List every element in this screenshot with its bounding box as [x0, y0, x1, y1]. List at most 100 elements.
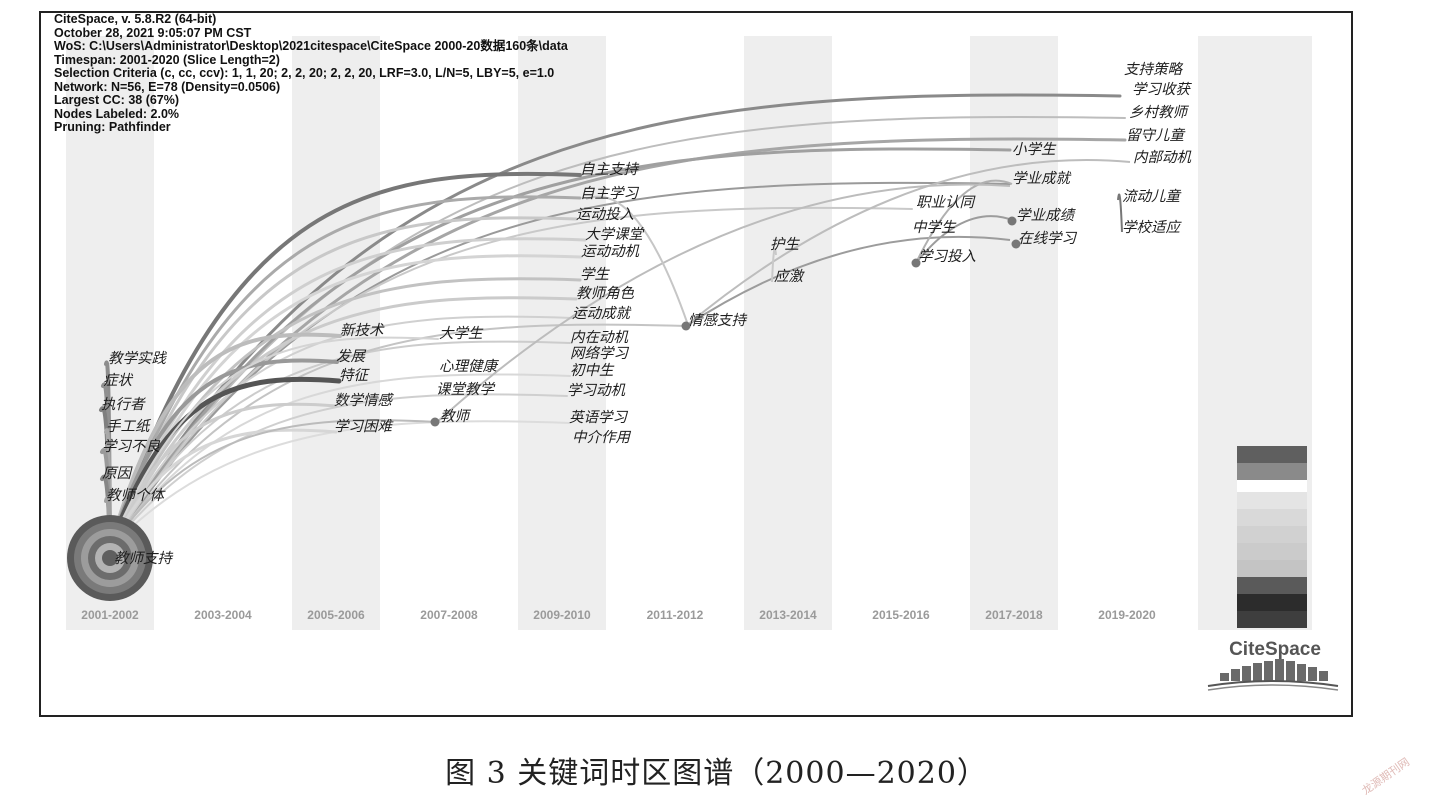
hub-node-教师支持	[67, 515, 153, 601]
keyword-label-21: 运动动机	[581, 243, 639, 260]
logo-base-curve	[1207, 680, 1339, 687]
logo-bar-9	[1319, 671, 1328, 681]
link-curve-22	[108, 402, 338, 550]
keyword-label-24: 运动成就	[572, 305, 631, 322]
logo-bars-icon	[1220, 659, 1328, 681]
keyword-label-27: 初中生	[570, 362, 615, 379]
keyword-label-1: 教学实践	[108, 350, 167, 367]
legend-swatch-7	[1237, 560, 1307, 577]
link-curve-4	[109, 181, 1011, 549]
keyword-label-23: 教师角色	[576, 285, 634, 302]
keyword-label-5: 学习不良	[102, 438, 160, 455]
slice-labels: 2001-2002 2003-2004 2005-2006 2007-2008 2009…	[81, 608, 1156, 622]
keyword-label-15: 课堂教学	[436, 381, 495, 398]
logo-bar-6	[1286, 661, 1295, 681]
slice-label-6: 2013-2014	[759, 608, 817, 622]
secondary-link-2	[915, 215, 1016, 264]
info-line-6: Largest CC: 38 (67%)	[54, 93, 180, 107]
keyword-label-9: 发展	[336, 348, 366, 365]
keyword-node-1	[681, 321, 691, 331]
legend-swatch-5	[1237, 526, 1307, 543]
link-curve-21	[107, 376, 342, 551]
slice-stripe-8	[970, 36, 1058, 630]
keyword-label-37: 小学生	[1012, 141, 1057, 158]
logo-bar-2	[1242, 666, 1251, 681]
keyword-label-28: 学习动机	[567, 382, 625, 399]
link-curve-24	[109, 419, 438, 549]
keyword-node-2	[911, 258, 921, 268]
logo-bar-1	[1231, 669, 1240, 681]
keyword-label-30: 中介作用	[572, 429, 631, 446]
hub-ring-core	[102, 550, 118, 566]
link-curve-13	[109, 315, 573, 549]
keyword-label-42: 学习收获	[1132, 81, 1192, 98]
keyword-label-26: 网络学习	[570, 345, 629, 362]
link-curve-15	[109, 373, 571, 549]
slice-label-3: 2007-2008	[420, 608, 478, 622]
keyword-label-11: 数学情感	[334, 392, 394, 409]
keyword-label-20: 大学课堂	[585, 226, 644, 243]
keyword-label-45: 内部动机	[1133, 149, 1191, 166]
link-curve-17	[109, 420, 570, 549]
keyword-label-16: 教师	[440, 408, 471, 425]
keyword-label-46: 流动儿童	[1122, 188, 1181, 205]
keyword-label-13: 大学生	[439, 325, 484, 342]
logo-bar-3	[1253, 663, 1262, 681]
keyword-label-2: 症状	[103, 372, 133, 389]
link-curve-0	[108, 93, 1122, 550]
keyword-node-4	[1011, 239, 1021, 249]
keyword-nodes	[430, 216, 1021, 427]
keyword-label-18: 自主学习	[580, 185, 639, 202]
legend-swatch-1	[1237, 463, 1307, 480]
legend-swatch-2	[1237, 480, 1307, 492]
slice-label-0: 2001-2002	[81, 608, 139, 622]
info-line-5: Network: N=56, E=78 (Density=0.0506)	[54, 79, 281, 94]
link-curve-7	[108, 195, 582, 550]
keyword-label-34: 职业认同	[916, 194, 976, 211]
keyword-label-3: 执行者	[101, 396, 146, 413]
slice-stripe-4	[518, 36, 606, 630]
link-curve-11	[108, 277, 582, 550]
keyword-label-19: 运动投入	[576, 206, 634, 223]
info-line-4: Selection Criteria (c, cc, ccv): 1, 1, 2…	[54, 66, 555, 80]
slice-stripe-6	[744, 36, 832, 630]
legend-swatch-6	[1237, 543, 1307, 560]
keyword-label-29: 英语学习	[569, 409, 628, 426]
keyword-label-8: 新技术	[340, 322, 385, 339]
keyword-label-12: 学习困难	[334, 418, 394, 435]
link-curve-9	[108, 237, 587, 550]
keyword-node-3	[1007, 216, 1017, 226]
link-curve-25	[109, 336, 439, 549]
keyword-label-4: 手工纸	[106, 418, 152, 435]
keyword-label-32: 护生	[770, 236, 800, 253]
secondary-link-4	[436, 183, 1011, 423]
keyword-label-25: 内在动机	[570, 329, 628, 346]
info-line-2: WoS: C:\Users\Administrator\Desktop\2021…	[54, 39, 568, 53]
logo-bar-5	[1275, 659, 1284, 681]
color-legend	[1237, 446, 1307, 628]
keyword-label-7: 教师个体	[106, 487, 166, 504]
secondary-link-0	[685, 235, 1011, 327]
legend-swatch-3	[1237, 492, 1307, 509]
keyword-label-17: 自主支持	[580, 161, 639, 178]
logo-base-curve-2	[1207, 684, 1339, 691]
info-line-1: October 28, 2021 9:05:07 PM CST	[54, 25, 252, 40]
keyword-label-43: 乡村教师	[1129, 104, 1189, 121]
logo-bar-4	[1264, 661, 1273, 681]
keyword-node-0	[430, 417, 440, 427]
legend-swatch-0	[1237, 446, 1307, 463]
info-line-7: Nodes Labeled: 2.0%	[54, 106, 180, 121]
legend-swatch-4	[1237, 509, 1307, 526]
info-line-8: Pruning: Pathfinder	[54, 120, 171, 134]
slice-label-7: 2015-2016	[872, 608, 930, 622]
citespace-logo: CiteSpace	[1207, 639, 1339, 691]
logo-bar-8	[1308, 667, 1317, 681]
keyword-label-39: 学业成绩	[1016, 207, 1076, 224]
logo-bar-0	[1220, 673, 1229, 681]
info-line-0: CiteSpace, v. 5.8.R2 (64-bit)	[54, 12, 217, 26]
legend-swatch-8	[1237, 577, 1307, 594]
keyword-label-0: 教师支持	[114, 550, 173, 567]
keyword-label-47: 学校适应	[1122, 219, 1182, 236]
keyword-label-35: 中学生	[912, 219, 957, 236]
